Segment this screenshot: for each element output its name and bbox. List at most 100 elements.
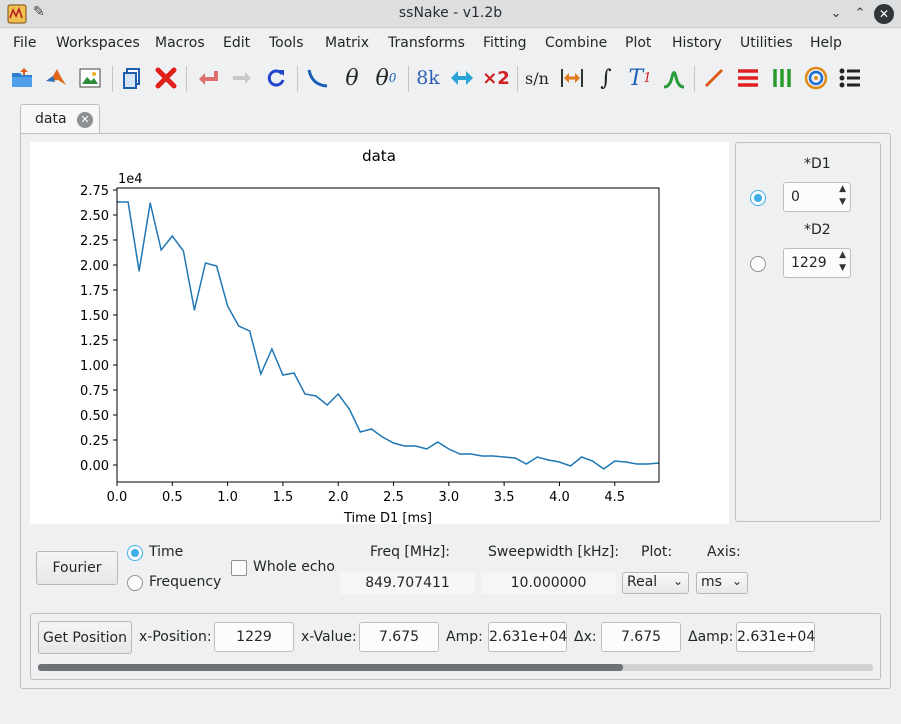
time-radio[interactable] — [127, 545, 143, 561]
d1-spinbox[interactable]: 0 ▲ ▼ — [783, 182, 851, 212]
data-point — [459, 453, 461, 455]
phase-icon[interactable] — [304, 64, 332, 92]
menu-tools[interactable]: Tools — [269, 35, 304, 51]
plot-title: data — [362, 147, 396, 165]
data-point — [580, 456, 583, 458]
x-tick-label: 2.5 — [383, 490, 404, 505]
matlab-export-icon[interactable] — [42, 64, 70, 92]
delta-amp-label: Δamp: — [688, 629, 734, 645]
time-label: Time — [149, 544, 184, 560]
menu-history[interactable]: History — [672, 35, 722, 51]
sizing-label: 8k — [416, 67, 440, 89]
menu-fitting[interactable]: Fitting — [483, 35, 527, 51]
array-plot-icon[interactable] — [768, 64, 796, 92]
list-icon[interactable] — [836, 64, 864, 92]
shift-icon[interactable] — [448, 64, 476, 92]
maximize-icon[interactable]: ⌃ — [854, 6, 866, 21]
data-point — [481, 455, 483, 457]
fwhm-icon[interactable] — [558, 64, 586, 92]
spin-down-icon[interactable]: ▼ — [839, 197, 846, 207]
amp-field[interactable]: 2.631e+04 — [488, 622, 567, 652]
get-position-button[interactable]: Get Position — [38, 621, 132, 654]
plot-canvas[interactable]: data 1e4 0.00 0.25 0.50 0.75 1.00 1.25 1.50 1.7… — [30, 142, 729, 526]
freq-value: 849.707411 — [340, 572, 475, 594]
horizontal-scrollbar[interactable] — [38, 664, 873, 671]
menubar: File Workspaces Macros Edit Tools Matrix… — [0, 30, 901, 56]
data-point — [227, 305, 229, 307]
tab-data[interactable]: data ✕ — [20, 104, 100, 134]
reload-icon[interactable] — [262, 64, 290, 92]
y-tick-label: 2.00 — [80, 259, 109, 274]
data-point — [614, 460, 616, 462]
menu-macros[interactable]: Macros — [155, 35, 205, 51]
spin-down-icon[interactable]: ▼ — [839, 263, 846, 273]
close-window-icon[interactable]: ✕ — [874, 4, 894, 24]
whole-echo-checkbox[interactable] — [231, 560, 247, 576]
multiply-icon[interactable]: ×2 — [482, 64, 510, 92]
delete-icon[interactable] — [152, 64, 180, 92]
save-image-icon[interactable] — [76, 64, 104, 92]
plot-type-select[interactable]: Real ⌄ — [622, 572, 689, 594]
menu-file[interactable]: File — [13, 35, 37, 51]
data-point — [260, 373, 262, 375]
tab-close-icon[interactable]: ✕ — [77, 112, 93, 128]
data-point — [403, 445, 406, 447]
frequency-radio[interactable] — [127, 575, 143, 591]
delta-amp-field[interactable]: 2.631e+04 — [736, 622, 815, 652]
x-position-field[interactable]: 1229 — [214, 622, 294, 652]
stack-plot-icon[interactable] — [734, 64, 762, 92]
open-folder-icon[interactable] — [8, 64, 36, 92]
data-point — [603, 468, 605, 470]
delta-x-field[interactable]: 7.675 — [601, 622, 681, 652]
pin-icon[interactable]: ✎ — [33, 4, 45, 20]
axis-unit-select[interactable]: ms ⌄ — [696, 572, 748, 594]
data-point — [381, 436, 384, 438]
data-point — [249, 330, 251, 332]
menu-help[interactable]: Help — [810, 35, 842, 51]
x-tick-label: 0.5 — [162, 490, 183, 505]
menu-transforms[interactable]: Transforms — [388, 35, 465, 51]
data-point — [171, 235, 173, 237]
integral-label: ∫ — [600, 65, 612, 91]
x-value-field[interactable]: 7.675 — [359, 622, 439, 652]
sizing-icon[interactable]: 8k — [414, 64, 442, 92]
peak-icon[interactable] — [660, 64, 688, 92]
menu-matrix[interactable]: Matrix — [325, 35, 370, 51]
theta-icon[interactable]: θ — [338, 64, 366, 92]
snr-icon[interactable]: s/n — [523, 64, 551, 92]
contour-plot-icon[interactable] — [802, 64, 830, 92]
copy-icon[interactable] — [118, 64, 146, 92]
spin-up-icon[interactable]: ▲ — [839, 250, 846, 260]
undo-icon[interactable] — [194, 64, 222, 92]
d2-radio[interactable] — [750, 256, 766, 272]
spin-up-icon[interactable]: ▲ — [839, 184, 846, 194]
fourier-button[interactable]: Fourier — [36, 551, 118, 585]
data-point — [558, 461, 561, 463]
data-point — [193, 309, 196, 311]
scrollbar-thumb[interactable] — [38, 664, 623, 671]
redo-icon[interactable] — [228, 64, 256, 92]
plot-type-value: Real — [627, 574, 658, 590]
plot-svg[interactable]: data 1e4 0.00 0.25 0.50 0.75 1.00 1.25 1.50 1.7… — [30, 142, 729, 526]
integral-icon[interactable]: ∫ — [592, 64, 620, 92]
whole-echo-label: Whole echo — [253, 559, 335, 575]
data-point — [492, 455, 494, 457]
y-axis-ticks: 0.00 0.25 0.50 0.75 1.00 1.25 1.50 1.75 2.00 2.25… — [80, 184, 117, 474]
menu-edit[interactable]: Edit — [223, 35, 251, 51]
menu-workspaces[interactable]: Workspaces — [56, 35, 140, 51]
x-tick-label: 2.0 — [328, 490, 349, 505]
menu-combine[interactable]: Combine — [545, 35, 608, 51]
series-line — [117, 201, 660, 470]
minimize-icon[interactable]: ⌄ — [830, 6, 842, 21]
x-tick-label: 3.5 — [494, 490, 515, 505]
y-tick-label: 2.50 — [80, 209, 109, 224]
data-series — [116, 201, 660, 470]
menu-utilities[interactable]: Utilities — [740, 35, 793, 51]
t1-subscript: 1 — [643, 70, 652, 86]
d2-spinbox[interactable]: 1229 ▲ ▼ — [783, 248, 851, 278]
d1-radio[interactable] — [750, 190, 766, 206]
menu-plot[interactable]: Plot — [625, 35, 652, 51]
line-plot-icon[interactable] — [700, 64, 728, 92]
